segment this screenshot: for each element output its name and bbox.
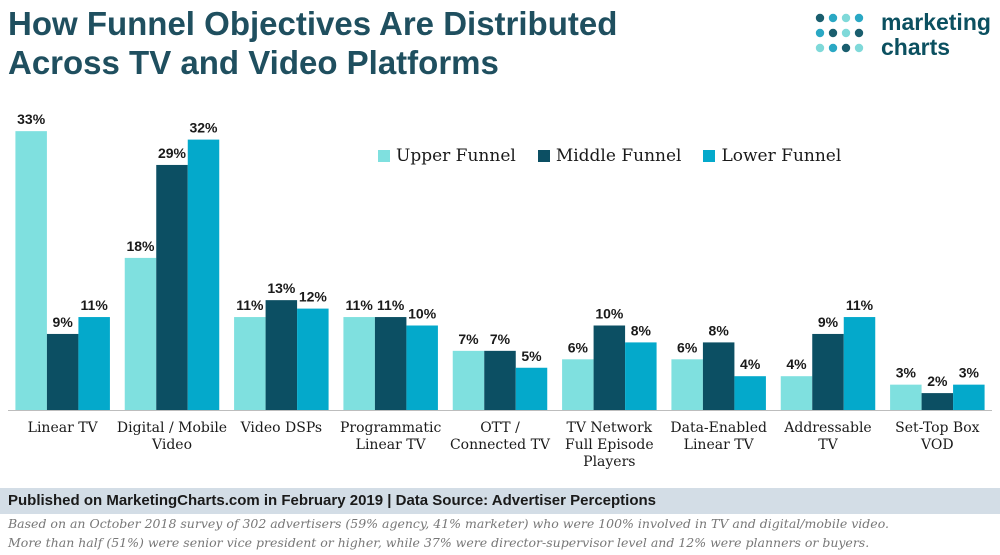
data-label: 13% bbox=[267, 280, 296, 296]
category-label: Video bbox=[151, 437, 192, 453]
data-label: 32% bbox=[189, 120, 218, 136]
bar bbox=[484, 351, 516, 410]
category-label: Linear TV bbox=[28, 420, 99, 436]
note-line-1: Based on an October 2018 survey of 302 a… bbox=[8, 514, 998, 533]
bar bbox=[188, 140, 220, 410]
bar bbox=[343, 317, 375, 410]
category-label: OTT / bbox=[480, 420, 520, 436]
data-label: 4% bbox=[786, 356, 807, 372]
category-label: TV Network bbox=[567, 420, 653, 436]
bar bbox=[890, 385, 922, 410]
data-label: 9% bbox=[53, 314, 74, 330]
category-label: Video DSPs bbox=[240, 420, 323, 436]
methodology-note: Based on an October 2018 survey of 302 a… bbox=[8, 514, 998, 552]
chart-title: How Funnel Objectives Are Distributed Ac… bbox=[8, 4, 688, 82]
bar bbox=[266, 300, 298, 410]
bar bbox=[78, 317, 110, 410]
category-label: Linear TV bbox=[356, 437, 427, 453]
data-label: 33% bbox=[17, 111, 46, 127]
bar bbox=[156, 165, 188, 410]
logo-dot bbox=[816, 14, 824, 22]
logo-dot bbox=[842, 29, 850, 37]
bar bbox=[125, 258, 157, 410]
category-label: TV bbox=[818, 437, 838, 453]
logo-text-line-1: marketing bbox=[881, 10, 991, 35]
category-label: Programmatic bbox=[340, 420, 442, 436]
data-label: 11% bbox=[81, 297, 109, 313]
logo-dot bbox=[816, 29, 824, 37]
data-label: 3% bbox=[896, 365, 917, 381]
bar bbox=[812, 334, 844, 410]
note-line-2: More than half (51%) were senior vice pr… bbox=[8, 533, 998, 552]
data-label: 18% bbox=[126, 238, 155, 254]
logo-dot bbox=[855, 44, 863, 52]
logo-text-line-2: charts bbox=[881, 35, 991, 60]
bar bbox=[297, 309, 329, 410]
source-bar: Published on MarketingCharts.com in Febr… bbox=[0, 488, 1000, 514]
data-label: 8% bbox=[631, 322, 652, 338]
bar bbox=[594, 326, 626, 411]
bar bbox=[15, 131, 47, 410]
bar bbox=[234, 317, 265, 410]
data-label: 10% bbox=[408, 306, 437, 322]
logo-dot bbox=[855, 14, 863, 22]
data-label: 10% bbox=[595, 306, 624, 322]
bar bbox=[375, 317, 407, 410]
bar bbox=[922, 393, 954, 410]
data-label: 6% bbox=[677, 339, 698, 355]
logo-dot bbox=[829, 14, 837, 22]
bar bbox=[953, 385, 985, 410]
category-label: Digital / Mobile bbox=[117, 420, 227, 436]
marketingcharts-logo: marketing charts bbox=[815, 12, 995, 60]
logo-dot bbox=[829, 29, 837, 37]
logo-dot bbox=[816, 44, 824, 52]
data-label: 11% bbox=[346, 297, 374, 313]
data-label: 2% bbox=[927, 373, 948, 389]
logo-dot bbox=[855, 29, 863, 37]
bar bbox=[516, 368, 548, 410]
category-label: Set-Top Box bbox=[895, 420, 980, 436]
bar bbox=[406, 326, 438, 411]
category-label: Addressable bbox=[783, 420, 871, 436]
title-line-2: Across TV and Video Platforms bbox=[8, 43, 688, 82]
bar bbox=[625, 342, 657, 410]
data-label: 4% bbox=[740, 356, 761, 372]
bar bbox=[47, 334, 79, 410]
data-label: 8% bbox=[709, 322, 730, 338]
bar bbox=[562, 359, 594, 410]
logo-dot bbox=[842, 44, 850, 52]
category-label: Players bbox=[583, 454, 635, 470]
data-label: 9% bbox=[818, 314, 839, 330]
data-label: 11% bbox=[377, 297, 405, 313]
data-label: 7% bbox=[490, 331, 511, 347]
data-label: 7% bbox=[458, 331, 479, 347]
bar-chart: 33% 9% 11% Linear TV 18% 29%32% Digital / Mobi… bbox=[0, 100, 1000, 480]
data-label: 12% bbox=[299, 289, 328, 305]
bar bbox=[703, 342, 735, 410]
category-label: Data-Enabled bbox=[670, 420, 767, 436]
category-label: Full Episode bbox=[565, 437, 654, 453]
data-label: 11% bbox=[236, 297, 264, 313]
data-label: 5% bbox=[521, 348, 542, 364]
data-label: 6% bbox=[568, 339, 589, 355]
category-label: VOD bbox=[920, 437, 954, 453]
category-label: Linear TV bbox=[684, 437, 755, 453]
logo-dot bbox=[842, 14, 850, 22]
logo-dots-icon bbox=[815, 12, 875, 60]
data-label: 29% bbox=[158, 145, 187, 161]
data-label: 11% bbox=[846, 297, 874, 313]
category-label: Connected TV bbox=[450, 437, 551, 453]
logo-text: marketing charts bbox=[881, 10, 991, 60]
logo-dot bbox=[829, 44, 837, 52]
bar bbox=[734, 376, 766, 410]
bar bbox=[781, 376, 813, 410]
bar bbox=[453, 351, 485, 410]
title-line-1: How Funnel Objectives Are Distributed bbox=[8, 4, 688, 43]
bar bbox=[844, 317, 876, 410]
bar bbox=[671, 359, 703, 410]
data-label: 3% bbox=[959, 365, 980, 381]
